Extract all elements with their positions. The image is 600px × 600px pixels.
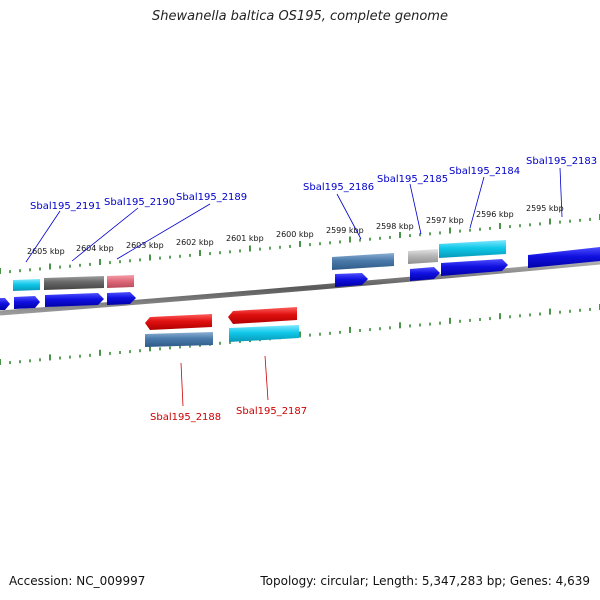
tick-label: 2600 kbp (276, 230, 314, 239)
gene-feature-forward[interactable] (45, 293, 104, 307)
gene-feature-forward[interactable] (0, 298, 10, 310)
gene-feature-forward[interactable] (441, 259, 508, 276)
tick-label: 2597 kbp (426, 216, 464, 225)
tick-rows (0, 214, 600, 365)
gene-feature-forward[interactable] (13, 279, 40, 291)
gene-label[interactable]: Sbal195_2188 (150, 412, 221, 423)
label-connectors (25, 167, 563, 407)
gene-feature-forward[interactable] (332, 253, 394, 270)
reverse-strand-features (145, 307, 299, 347)
gene-label[interactable]: Sbal195_2185 (377, 174, 448, 185)
gene-feature-forward[interactable] (410, 267, 440, 281)
tick-label: 2604 kbp (76, 244, 114, 253)
gene-feature-forward[interactable] (335, 273, 368, 287)
gene-label[interactable]: Sbal195_2187 (236, 406, 307, 417)
connector-line (25, 210, 61, 263)
connector-line (336, 193, 362, 240)
tick-label: 2596 kbp (476, 210, 514, 219)
gene-feature-forward[interactable] (408, 249, 438, 264)
gene-feature-forward[interactable] (14, 296, 40, 309)
connector-line (264, 355, 269, 401)
gene-feature-reverse[interactable] (145, 332, 213, 347)
gene-label[interactable]: Sbal195_2189 (176, 192, 247, 203)
gene-label[interactable]: Sbal195_2190 (104, 197, 175, 208)
connector-line (180, 362, 184, 407)
gene-label[interactable]: Sbal195_2183 (526, 156, 597, 167)
connector-line (409, 183, 422, 235)
accession-text: Accession: NC_009997 (9, 574, 146, 588)
connector-line (559, 167, 563, 218)
genome-backbone (0, 259, 600, 316)
tick-label: 2595 kbp (526, 204, 564, 213)
gene-label[interactable]: Sbal195_2191 (30, 201, 101, 212)
tick-label: 2598 kbp (376, 222, 414, 231)
gene-label[interactable]: Sbal195_2186 (303, 182, 374, 193)
tick-label: 2605 kbp (27, 247, 65, 256)
tick-label: 2601 kbp (226, 234, 264, 243)
gene-feature-forward[interactable] (44, 276, 104, 290)
forward-strand-features (0, 240, 600, 310)
gene-feature-forward[interactable] (439, 240, 506, 258)
tick-label: 2602 kbp (176, 238, 214, 247)
connector-line (469, 176, 485, 229)
gene-feature-reverse[interactable] (229, 325, 299, 342)
connector-line (116, 203, 211, 260)
tick-label: 2599 kbp (326, 226, 364, 235)
genome-summary-text: Topology: circular; Length: 5,347,283 bp… (260, 574, 590, 588)
title: Shewanella baltica OS195, complete genom… (152, 9, 448, 24)
gene-feature-reverse[interactable] (145, 314, 212, 330)
gene-feature-forward[interactable] (528, 247, 600, 268)
gene-feature-forward[interactable] (107, 292, 136, 305)
tick-label: 2603 kbp (126, 241, 164, 250)
gene-labels: Sbal195_2191 Sbal195_2190 Sbal195_2189 S… (30, 156, 597, 423)
tick-labels: 2605 kbp 2604 kbp 2603 kbp 2602 kbp 2601… (27, 204, 564, 256)
connector-line (71, 207, 139, 262)
gene-feature-forward[interactable] (107, 275, 134, 288)
gene-label[interactable]: Sbal195_2184 (449, 166, 520, 177)
gene-feature-reverse[interactable] (228, 307, 297, 324)
